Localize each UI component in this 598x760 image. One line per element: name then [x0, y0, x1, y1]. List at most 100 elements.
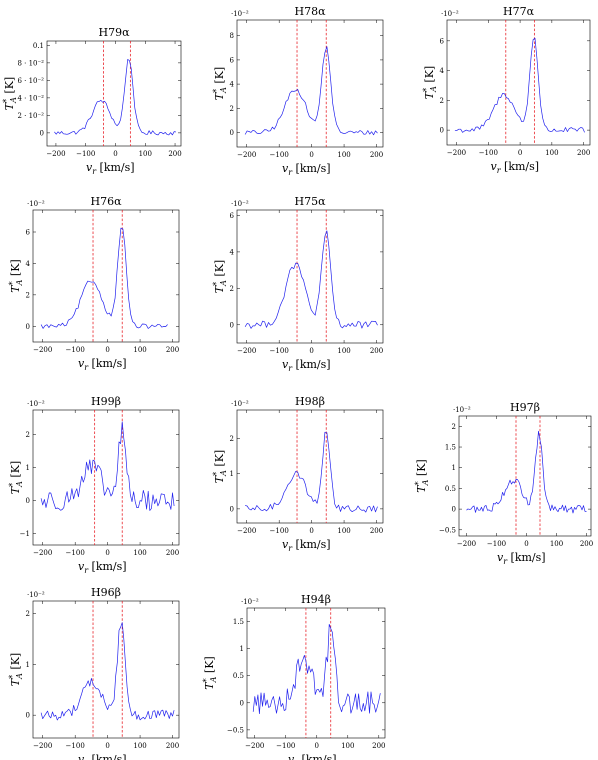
- x-tick-label: 100: [133, 549, 146, 557]
- spectrum-panel-1: H79α −200 −100 0 100 200 0 2 · 10⁻² 4 · 10⁻² 6 · …: [2, 26, 182, 176]
- y-tick-label: −1: [20, 530, 30, 538]
- x-axis-label: vr [km/s]: [491, 160, 540, 175]
- y-tick-label: 4: [440, 67, 445, 75]
- x-tick-label: 200: [166, 742, 179, 750]
- y-tick-label: 2: [230, 435, 234, 443]
- y-tick-label: 0.5: [445, 485, 456, 493]
- x-tick-label: 100: [550, 540, 563, 548]
- panel-title: H99β: [91, 395, 121, 408]
- x-tick-label: 200: [370, 347, 383, 355]
- x-tick-label: 200: [372, 742, 385, 750]
- x-tick-label: 0: [309, 347, 313, 355]
- plot-frame: [246, 607, 386, 739]
- x-tick-label: 100: [337, 151, 350, 159]
- x-tick-label: −100: [66, 742, 85, 750]
- x-tick-label: −200: [33, 742, 52, 750]
- x-tick-label: −100: [479, 149, 498, 157]
- y-tick-label: 1: [230, 470, 234, 478]
- y-tick-label: 6 · 10⁻²: [17, 77, 44, 85]
- y-multiplier: ·10⁻²: [27, 200, 45, 208]
- x-tick-label: −100: [270, 151, 289, 159]
- panel-title: H96β: [91, 586, 121, 599]
- x-axis-label: vr [km/s]: [288, 753, 337, 760]
- y-tick-label: 0.5: [233, 672, 244, 680]
- y-tick-label: 6: [440, 37, 445, 45]
- x-tick-label: 200: [370, 151, 383, 159]
- y-tick-label: 2: [452, 423, 456, 431]
- x-axis-label: vr [km/s]: [86, 161, 135, 176]
- y-tick-label: 0: [40, 129, 44, 137]
- plot-frame: [32, 600, 180, 739]
- y-tick-label: 2: [26, 610, 30, 618]
- x-tick-label: −200: [46, 150, 65, 158]
- y-axis-label: T*A [K]: [202, 656, 218, 689]
- y-multiplier: ·10⁻²: [231, 200, 249, 208]
- x-tick-label: 0: [309, 151, 313, 159]
- x-tick-label: 100: [341, 742, 354, 750]
- x-tick-label: 100: [133, 346, 146, 354]
- y-tick-label: 2: [26, 431, 30, 439]
- x-tick-label: −200: [33, 346, 52, 354]
- x-tick-label: −100: [270, 347, 289, 355]
- x-tick-label: −200: [237, 151, 256, 159]
- panel-title: H98β: [295, 395, 325, 408]
- y-tick-label: 0: [26, 323, 30, 331]
- plot-frame: [32, 209, 180, 343]
- panel-title: H75α: [294, 195, 326, 208]
- panel-title: H97β: [510, 401, 540, 414]
- y-tick-label: 8 · 10⁻²: [17, 59, 44, 67]
- x-tick-label: −200: [33, 549, 52, 557]
- spectrum-line: [466, 430, 587, 514]
- panel-title: H76α: [90, 195, 122, 208]
- x-tick-label: 100: [337, 347, 350, 355]
- spectrum-panel-5: H75α ·10⁻² −200 −100 0 100 200 0 2 4 6 vr [km/s] T*A…: [212, 195, 384, 373]
- y-tick-label: 4: [230, 81, 235, 89]
- spectrum-panel-10: H94β ·10⁻² −200 −100 0 100 200 −0.5 0 0.5 1 1.5 vr […: [202, 593, 385, 760]
- y-tick-label: −0.5: [439, 526, 456, 534]
- y-axis-label: T*A [K]: [212, 260, 228, 293]
- spectrum-panel-8: H97β ·10⁻² −200 −100 0 100 200 −0.5 0 0.5 1 1.5 2 vr …: [414, 401, 593, 566]
- y-tick-label: 6: [230, 56, 235, 64]
- x-tick-label: −200: [447, 149, 466, 157]
- x-tick-label: 0: [105, 549, 109, 557]
- spectrum-panel-7: H98β ·10⁻² −200 −100 0 100 200 0 1 2 vr [km/s] T*A …: [212, 395, 384, 553]
- x-tick-label: −100: [66, 549, 85, 557]
- y-tick-label: −0.5: [227, 726, 244, 734]
- x-tick-label: −100: [66, 346, 85, 354]
- x-tick-label: 0: [105, 742, 109, 750]
- x-tick-label: 0: [113, 150, 117, 158]
- y-tick-label: 2: [230, 285, 234, 293]
- x-axis-label: vr [km/s]: [282, 162, 331, 177]
- y-tick-label: 2: [440, 97, 444, 105]
- y-tick-label: 0: [26, 712, 30, 720]
- y-axis-label: T*A [K]: [422, 66, 438, 99]
- x-tick-label: −100: [276, 742, 295, 750]
- y-tick-label: 4: [230, 248, 235, 256]
- x-tick-label: −100: [487, 540, 506, 548]
- panel-title: H94β: [301, 593, 331, 606]
- spectrum-line: [454, 37, 585, 133]
- y-tick-label: 1.5: [233, 618, 244, 626]
- spectrum-panel-2: H78α ·10⁻² −200 −100 0 100 200 0 2 4 6 8 vr [km/s] T*…: [212, 5, 384, 177]
- y-axis-label: T*A [K]: [8, 653, 24, 686]
- x-tick-label: 100: [133, 742, 146, 750]
- x-tick-label: 200: [166, 549, 179, 557]
- x-tick-label: −200: [237, 347, 256, 355]
- y-multiplier: ·10⁻²: [231, 10, 249, 18]
- y-axis-label: T*A [K]: [8, 461, 24, 494]
- x-tick-label: −200: [245, 742, 264, 750]
- spectrum-line: [252, 623, 381, 715]
- spectrum-panel-4: H76α ·10⁻² −200 −100 0 100 200 0 2 4 6 vr [km/s] T*A…: [8, 195, 180, 372]
- spectrum-line: [244, 431, 378, 513]
- spectrum-line: [244, 46, 378, 136]
- y-tick-label: 4: [26, 260, 31, 268]
- spectrum-line: [40, 227, 168, 329]
- plot-frame: [236, 209, 384, 344]
- y-tick-label: 0: [230, 129, 234, 137]
- x-tick-label: 0: [524, 540, 528, 548]
- x-tick-label: −100: [76, 150, 95, 158]
- panel-title: H77α: [503, 5, 535, 18]
- plot-frame: [46, 40, 182, 147]
- x-axis-label: vr [km/s]: [78, 753, 127, 760]
